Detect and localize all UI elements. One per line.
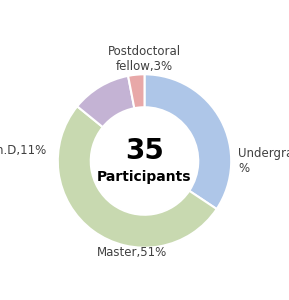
Text: Master,51%: Master,51% [97, 245, 167, 259]
Text: Ph.D,11%: Ph.D,11% [0, 144, 47, 157]
Text: 35: 35 [125, 136, 164, 165]
Text: Postdoctoral
fellow,3%: Postdoctoral fellow,3% [108, 45, 181, 73]
Wedge shape [128, 74, 144, 108]
Text: Participants: Participants [97, 169, 192, 184]
Text: Undergrad,34
%: Undergrad,34 % [238, 147, 289, 175]
Wedge shape [58, 106, 217, 248]
Wedge shape [144, 74, 231, 209]
Wedge shape [77, 76, 134, 127]
